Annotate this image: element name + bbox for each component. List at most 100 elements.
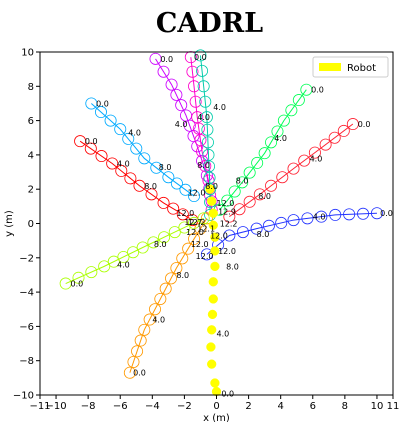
agent-trajectory-6 xyxy=(213,83,313,216)
agent-position-circle xyxy=(123,366,136,379)
time-label: 8.0 xyxy=(144,182,157,191)
agent-position-circle xyxy=(150,161,163,174)
agent-position-circle xyxy=(188,80,201,93)
robot-position-dot xyxy=(210,378,220,388)
x-tick-label: −2 xyxy=(177,401,192,412)
agent-position-circle xyxy=(337,124,350,137)
time-label: 8.0 xyxy=(154,240,167,249)
y-tick-label: −10 xyxy=(13,391,34,402)
agent-position-circle xyxy=(357,207,370,220)
agent-position-circle xyxy=(275,216,288,229)
time-label: 0.0 xyxy=(96,99,109,108)
time-label: 8.0 xyxy=(257,230,270,239)
time-label: 0.0 xyxy=(160,55,173,64)
time-label: 8.0 xyxy=(258,192,271,201)
agent-trajectory-3 xyxy=(149,52,218,208)
agent-position-circle xyxy=(197,212,210,225)
agent-position-circle xyxy=(127,355,140,368)
agent-position-circle xyxy=(188,216,201,229)
agent-position-circle xyxy=(223,210,236,223)
agent-position-circle xyxy=(287,162,300,175)
agent-position-circle xyxy=(94,106,107,119)
agent-position-circle xyxy=(127,246,140,259)
agent-position-circle xyxy=(157,65,170,78)
agent-position-circle xyxy=(176,252,189,265)
x-tick-label: 0 xyxy=(213,401,219,412)
agent-position-circle xyxy=(315,210,328,223)
agent-position-circle xyxy=(117,250,130,263)
agent-position-circle xyxy=(95,150,108,163)
agent-position-circle xyxy=(265,136,278,149)
agent-position-circle xyxy=(196,145,209,158)
time-label: 0.0 xyxy=(311,86,324,95)
x-tick-label: −4 xyxy=(145,401,160,412)
agent-position-circle xyxy=(170,177,183,190)
agent-trajectory-10 xyxy=(59,212,210,290)
robot-position-dot xyxy=(208,208,218,218)
time-label: 12.0 xyxy=(186,228,204,237)
agent-position-circle xyxy=(265,179,278,192)
agent-position-circle xyxy=(175,99,188,112)
x-tick-label: −11 xyxy=(29,401,50,412)
agent-position-circle xyxy=(107,255,120,268)
agent-position-circle xyxy=(300,83,313,96)
x-tick-label: −8 xyxy=(81,401,96,412)
robot-position-dot xyxy=(208,277,218,287)
robot-time-label: 4.0 xyxy=(217,329,230,338)
agent-position-circle xyxy=(74,135,87,148)
time-label: 4.0 xyxy=(128,129,141,138)
agent-position-circle xyxy=(145,188,158,201)
robot-time-label: 0.0 xyxy=(221,389,234,398)
agent-position-circle xyxy=(138,323,151,336)
agent-position-circle xyxy=(167,202,180,215)
agent-position-circle xyxy=(188,232,201,245)
y-tick-label: 0 xyxy=(28,219,34,230)
agent-position-circle xyxy=(148,303,161,316)
time-label: 4.0 xyxy=(152,316,165,325)
time-label: 0.0 xyxy=(380,209,393,218)
agent-position-circle xyxy=(176,208,189,221)
agent-trajectory-1 xyxy=(74,135,199,227)
agent-position-circle xyxy=(251,156,264,169)
agent-position-circle xyxy=(250,222,263,235)
agent-position-circle xyxy=(182,242,195,255)
agent-position-circle xyxy=(115,164,128,177)
agent-position-circle xyxy=(346,118,359,131)
time-label: 4.0 xyxy=(310,154,323,163)
time-label: 4.0 xyxy=(175,120,188,129)
time-label: 12.7 xyxy=(184,218,202,227)
agent-position-circle xyxy=(201,123,214,136)
y-tick-label: 6 xyxy=(28,116,34,127)
agent-position-circle xyxy=(124,172,137,185)
agent-position-circle xyxy=(191,111,204,124)
robot-position-dot xyxy=(208,220,218,230)
agent-position-circle xyxy=(130,142,143,155)
time-label: 12.0 xyxy=(176,209,194,218)
y-tick-label: 8 xyxy=(28,82,34,93)
agent-position-circle xyxy=(328,131,341,144)
agent-position-circle xyxy=(221,194,234,207)
agent-position-circle xyxy=(204,183,217,196)
agent-position-circle xyxy=(131,345,144,358)
robot-position-dot xyxy=(208,294,218,304)
time-label: 8.0 xyxy=(236,177,249,186)
robot-position-dot xyxy=(210,246,220,256)
agent-position-circle xyxy=(329,208,342,221)
x-tick-label: −6 xyxy=(113,401,128,412)
agent-position-circle xyxy=(106,157,119,170)
agent-position-circle xyxy=(183,119,196,132)
agent-position-circle xyxy=(143,313,156,326)
agent-position-circle xyxy=(188,190,201,203)
agent-position-circle xyxy=(223,229,236,242)
x-tick-label: 8 xyxy=(342,401,348,412)
trajectory-line xyxy=(206,212,377,255)
time-label: 4.0 xyxy=(197,113,210,122)
trajectory-line xyxy=(219,89,307,211)
time-label: 12.0 xyxy=(218,247,236,256)
time-label: 12.0 xyxy=(210,232,228,241)
agent-position-circle xyxy=(157,196,170,209)
agent-position-circle xyxy=(191,140,204,153)
agent-position-circle xyxy=(197,80,210,93)
x-tick-label: 6 xyxy=(310,401,316,412)
